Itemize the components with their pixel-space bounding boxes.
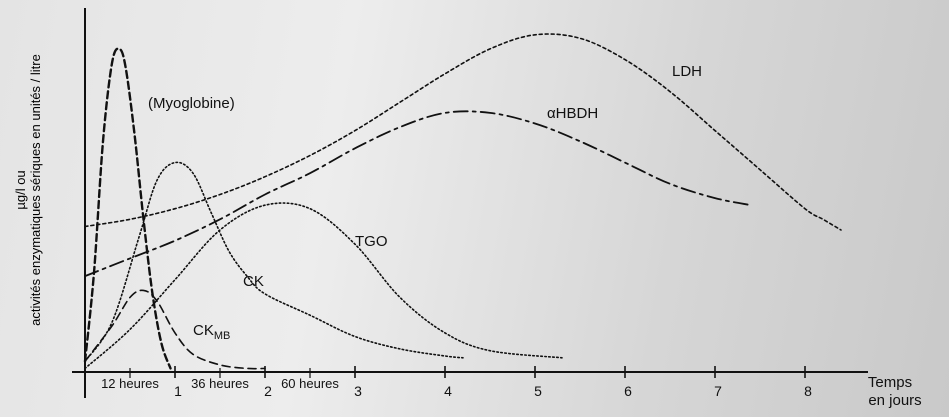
curves xyxy=(83,33,842,370)
x-tick-label: 12 heures xyxy=(101,376,159,391)
curve-myoglobine-2 xyxy=(83,47,172,370)
x-tick-label: 7 xyxy=(714,383,722,399)
x-tick-label: 3 xyxy=(354,383,362,399)
label-hbdh: αHBDH xyxy=(547,105,598,122)
x-tick-label: 2 xyxy=(264,383,272,399)
x-tick-label: 60 heures xyxy=(281,376,339,391)
y-axis-title: µg/l ou activités enzymatiques sériques … xyxy=(13,54,43,326)
x-tick-label: 8 xyxy=(804,383,812,399)
x-axis-title-line1: Temps xyxy=(868,374,912,391)
label-ckmb: CKMB xyxy=(193,322,230,342)
curve-tgo-4 xyxy=(84,202,563,370)
x-tick-label: 1 xyxy=(174,383,182,399)
y-axis-title-line2: activités enzymatiques sériques en unité… xyxy=(28,54,43,326)
axes xyxy=(72,8,868,385)
label-ldh: LDH xyxy=(672,63,702,80)
x-axis-title-line2: en jours xyxy=(868,392,921,409)
x-tick-label: 5 xyxy=(534,383,542,399)
label-ck: CK xyxy=(243,273,264,290)
x-tick-label: 4 xyxy=(444,383,452,399)
curve-ck-3 xyxy=(84,161,464,363)
label-myoglobine: (Myoglobine) xyxy=(148,95,235,112)
curve-ldh-0 xyxy=(84,33,842,231)
y-axis-title-line1: µg/l ou xyxy=(13,170,28,209)
label-tgo: TGO xyxy=(355,233,388,250)
x-tick-label: 6 xyxy=(624,383,632,399)
curve-hbdh-1 xyxy=(84,110,752,277)
curve-labels: LDH αHBDH (Myoglobine) CK TGO CKMB xyxy=(148,63,702,342)
x-ticks: 12 heures 1 36 heures 2 60 heures 3 4 5 6 7 8 xyxy=(84,366,812,399)
curve-ckmb-5 xyxy=(84,289,266,370)
x-tick-label: 36 heures xyxy=(191,376,249,391)
